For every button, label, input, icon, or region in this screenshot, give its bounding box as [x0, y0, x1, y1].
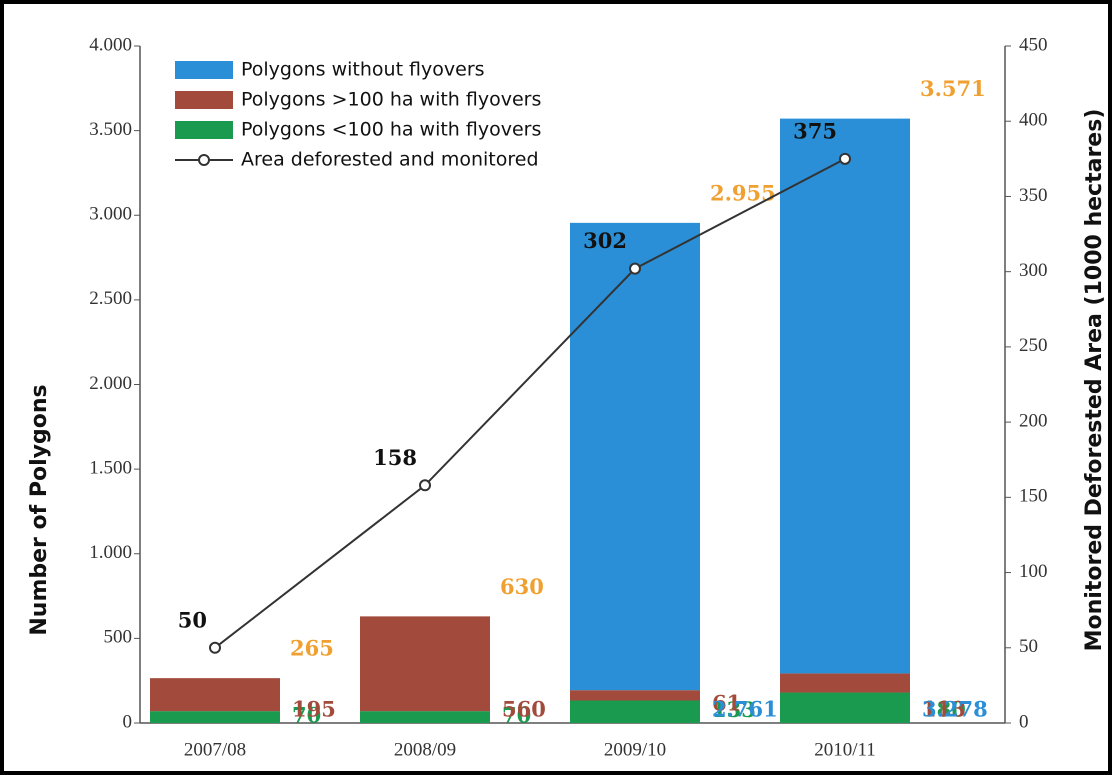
line-value-label: 50 [178, 607, 207, 632]
y2-tick-label: 150 [1019, 486, 1048, 507]
y2-tick-label: 200 [1019, 410, 1048, 431]
line [214, 157, 846, 649]
bar-segment [360, 711, 490, 723]
bar-segment [570, 222, 700, 691]
total-label: 630 [500, 574, 544, 599]
y2-tick-label: 100 [1019, 561, 1048, 582]
legend-label: Polygons >100 ha with flyovers [241, 89, 541, 111]
y-tick-label: 0 [123, 711, 133, 732]
x-tick-label: 2010/11 [814, 739, 876, 760]
bar-value-label: 113 [922, 697, 966, 722]
y-tick-label: 4.000 [89, 34, 132, 55]
bar-value-label: 180 [922, 697, 966, 722]
bar-value-label: 560 [502, 697, 546, 722]
bar-value-label: 61 [712, 691, 741, 716]
line-marker [419, 479, 431, 492]
legend-label: Polygons <100 ha with flyovers [241, 119, 541, 141]
y2-tick-label: 0 [1019, 711, 1029, 732]
y2-axis-title: Monitored Deforested Area (1000 hectares… [1082, 109, 1107, 652]
y-tick-label: 3.000 [89, 204, 132, 225]
y-tick-label: 2.000 [89, 373, 132, 394]
legend-swatch [175, 91, 233, 109]
total-label: 3.571 [920, 76, 986, 101]
line-value-label: 302 [583, 228, 627, 253]
y-axis-title: Number of Polygons [27, 384, 52, 635]
y-tick-label: 500 [104, 627, 133, 648]
x-tick-label: 2007/08 [184, 739, 246, 760]
legend-marker [198, 154, 210, 166]
bar-segment [150, 678, 280, 712]
line-marker [209, 641, 221, 654]
y2-tick-label: 400 [1019, 110, 1048, 131]
bar-segment [780, 118, 910, 674]
bar-value-label: 70 [292, 703, 321, 728]
x-tick-label: 2008/09 [394, 739, 456, 760]
legend-label: Polygons without flyovers [241, 59, 485, 81]
y-tick-label: 1.500 [89, 457, 132, 478]
y2-tick-label: 50 [1019, 636, 1038, 657]
legend-swatch [175, 61, 233, 79]
y2-tick-label: 300 [1019, 260, 1048, 281]
bar-value-label: 3.278 [922, 697, 988, 722]
bar-segment [570, 690, 700, 701]
bar-segment [570, 700, 700, 723]
y2-tick-label: 350 [1019, 185, 1048, 206]
line-value-label: 375 [793, 118, 837, 143]
x-tick-label: 2009/10 [604, 739, 666, 760]
bar-value-label: 133 [712, 697, 756, 722]
bar-value-label: 70 [502, 703, 531, 728]
legend-swatch [175, 121, 233, 139]
total-label: 2.955 [710, 180, 776, 205]
legend-label: Area deforested and monitored [241, 149, 539, 171]
y-tick-label: 1.000 [89, 542, 132, 563]
bar-value-label: 195 [292, 697, 336, 722]
total-label: 265 [290, 636, 334, 661]
line-marker [629, 262, 641, 275]
bar-segment [780, 673, 910, 693]
bar-value-label: 2.761 [712, 697, 778, 722]
line-marker [839, 152, 851, 165]
line-value-label: 158 [373, 445, 417, 470]
y2-tick-label: 250 [1019, 335, 1048, 356]
y-tick-label: 3.500 [89, 119, 132, 140]
y2-tick-label: 450 [1019, 34, 1048, 55]
y-tick-label: 2.500 [89, 288, 132, 309]
bar-segment [150, 711, 280, 723]
bar-segment [780, 692, 910, 723]
bar-segment [360, 616, 490, 712]
